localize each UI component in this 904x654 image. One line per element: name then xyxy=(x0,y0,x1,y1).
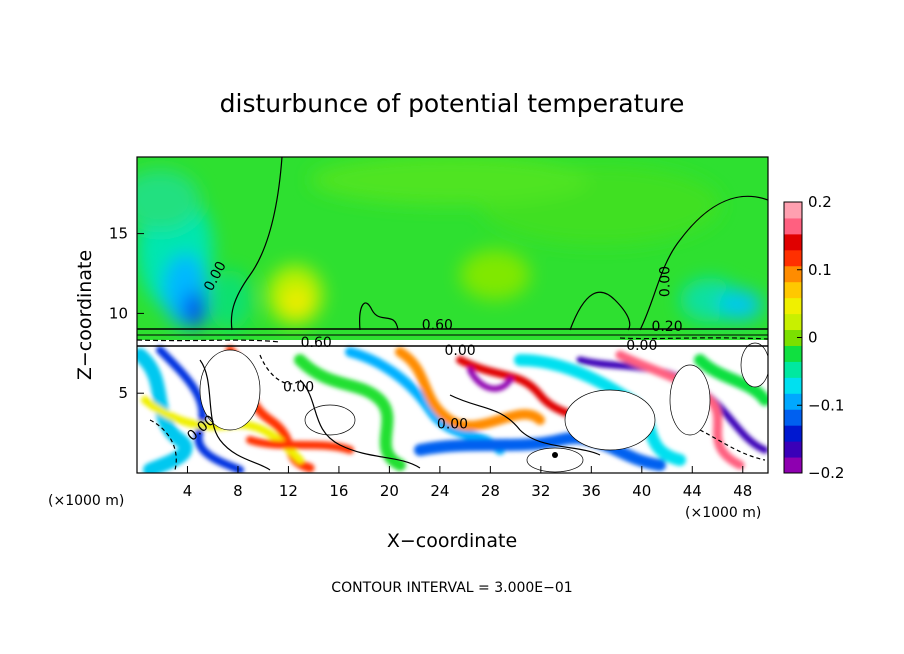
y-tick-label: 15 xyxy=(109,225,128,243)
contour-label: 0.60 xyxy=(301,335,332,351)
colorbar-swatch xyxy=(784,233,802,251)
x-axis-label: X−coordinate xyxy=(387,530,517,552)
colorbar-swatch xyxy=(784,377,802,394)
colorbar-swatch xyxy=(784,297,802,315)
colorbar-swatch xyxy=(784,249,802,267)
colorbar-ticks: 0.2 0.1 0 −0.1 −0.2 xyxy=(797,193,844,482)
colorbar-swatch xyxy=(784,329,802,346)
x-tick-label: 40 xyxy=(632,482,651,500)
colorbar-swatch xyxy=(784,281,802,299)
colorbar-swatch xyxy=(784,313,802,331)
contour-label: 0.00 xyxy=(283,380,314,396)
colorbar-swatch xyxy=(784,393,802,410)
colorbar-tick-label: 0.2 xyxy=(808,193,832,211)
colorbar-swatch xyxy=(784,202,802,219)
colorbar-tick-label: −0.2 xyxy=(808,464,844,482)
contour-interval-note: CONTOUR INTERVAL = 3.000E−01 xyxy=(331,580,572,596)
y-tick-label: 5 xyxy=(118,384,128,402)
contour-label: 0.20 xyxy=(651,319,682,335)
plot-field xyxy=(137,157,768,473)
colorbar-swatch xyxy=(784,441,802,458)
x-tick-label: 32 xyxy=(531,482,550,500)
x-tick-label: 12 xyxy=(279,482,298,500)
x-tick-label: 44 xyxy=(683,482,702,500)
colorbar xyxy=(783,201,803,474)
colorbar-tick-label: −0.1 xyxy=(808,396,844,414)
contour-label: 0.60 xyxy=(422,317,453,333)
x-unit-right: (×1000 m) xyxy=(685,505,761,521)
colorbar-swatch xyxy=(784,457,802,474)
x-tick-label: 16 xyxy=(329,482,348,500)
chart-title: disturbunce of potential temperature xyxy=(220,89,685,118)
x-tick-label: 8 xyxy=(233,482,243,500)
colorbar-swatch xyxy=(784,361,802,378)
colorbar-tick-label: 0 xyxy=(808,329,818,347)
x-tick-label: 28 xyxy=(481,482,500,500)
x-axis-ticks: 4 8 12 16 20 24 28 32 36 40 44 48 xyxy=(183,466,752,500)
y-axis-ticks: 5 10 15 xyxy=(109,225,144,402)
y-tick-label: 10 xyxy=(109,304,128,322)
contour-label: 0.00 xyxy=(658,266,674,297)
colorbar-swatch xyxy=(784,345,802,362)
colorbar-swatch xyxy=(784,409,802,426)
colorbar-swatch xyxy=(784,265,802,283)
upper-anomalies xyxy=(137,157,762,330)
x-tick-label: 4 xyxy=(183,482,193,500)
white-eddies xyxy=(199,342,768,473)
plot-frame xyxy=(136,156,769,474)
contour-label: 0.00 xyxy=(437,416,468,432)
colorbar-tick-label: 0.1 xyxy=(808,261,832,279)
x-tick-label: 48 xyxy=(733,482,752,500)
contour-lines xyxy=(137,157,768,471)
colorbar-swatch xyxy=(784,217,802,235)
x-tick-label: 20 xyxy=(380,482,399,500)
contour-label: 0.00 xyxy=(626,338,657,354)
y-axis-label: Z−coordinate xyxy=(74,250,96,380)
x-tick-label: 36 xyxy=(582,482,601,500)
colorbar-swatch xyxy=(784,425,802,442)
x-tick-label: 24 xyxy=(430,482,449,500)
low-eddy-core xyxy=(552,452,558,458)
x-unit-left: (×1000 m) xyxy=(48,493,124,509)
contour-label: 0.00 xyxy=(444,343,475,359)
